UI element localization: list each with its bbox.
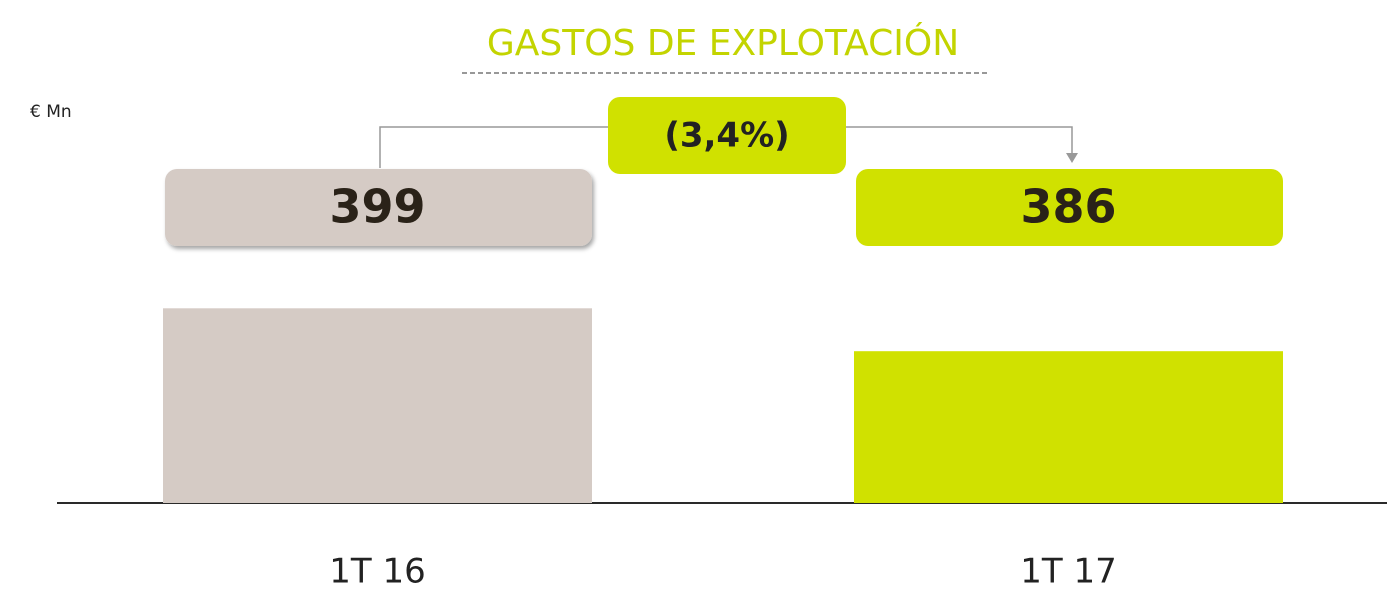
value-box — [165, 169, 592, 246]
chart-title: GASTOS DE EXPLOTACIÓN — [487, 22, 959, 64]
x-tick-label: 1T 16 — [329, 552, 425, 590]
value-box — [856, 169, 1283, 246]
connector — [379, 126, 608, 168]
arrowhead — [1066, 153, 1078, 163]
change-badge: (3,4%) — [608, 97, 846, 174]
change-box — [608, 97, 846, 174]
unit-label: € Mn — [30, 102, 72, 122]
bar — [854, 351, 1283, 503]
value-label: 386 — [1020, 180, 1116, 234]
connector — [846, 126, 1073, 154]
x-tick-label: 1T 17 — [1020, 552, 1116, 590]
bar — [163, 308, 592, 503]
value-label: 399 — [329, 180, 425, 234]
change-label: (3,4%) — [664, 116, 789, 156]
